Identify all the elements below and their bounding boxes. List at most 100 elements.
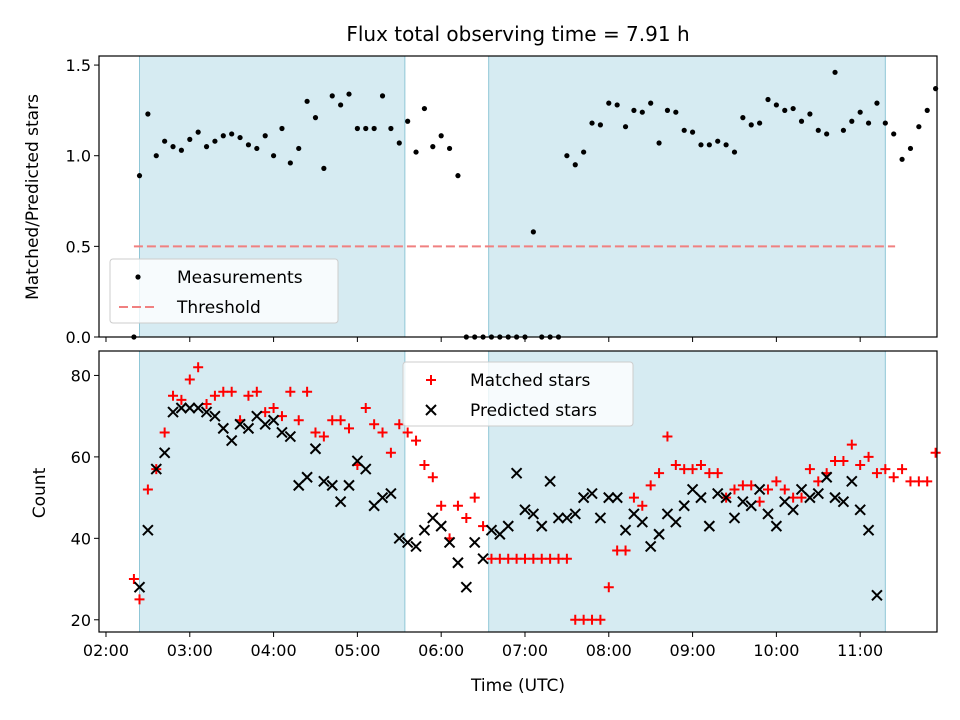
measurement-point <box>338 102 344 108</box>
predicted-star-point <box>192 402 204 414</box>
x-tick-label: 11:00 <box>837 641 883 660</box>
predicted-star-point <box>678 500 690 512</box>
measurement-point <box>430 144 436 150</box>
matched-star-point <box>687 464 698 475</box>
matched-star-point <box>704 468 715 479</box>
predicted-star-point <box>603 491 615 504</box>
measurement-point <box>706 142 712 148</box>
predicted-star-point <box>820 471 833 483</box>
matched-star-point <box>394 419 405 430</box>
measurement-point <box>698 142 704 148</box>
matched-star-point <box>670 460 681 471</box>
matched-star-point <box>930 447 941 458</box>
measurement-point <box>631 107 637 113</box>
measurement-point <box>832 69 838 75</box>
predicted-star-point <box>670 516 682 528</box>
legend-box <box>402 361 634 427</box>
measurement-point <box>924 107 930 113</box>
x-tick-label: 06:00 <box>418 641 464 660</box>
legend-box <box>109 258 339 324</box>
predicted-star-point <box>217 422 230 435</box>
matched-star-point <box>595 614 606 625</box>
predicted-star-point <box>527 508 540 520</box>
matched-star-point <box>654 468 665 479</box>
measurement-point <box>689 129 696 135</box>
predicted-star-point <box>770 520 783 532</box>
top-panel: 0.0 0.5 1.0 1.5 Measurements Threshold <box>66 55 939 347</box>
measurement-point <box>564 153 570 159</box>
predicted-star-point <box>184 402 196 414</box>
matched-star-point <box>737 480 748 491</box>
matched-star-point <box>637 500 648 511</box>
measurement-point <box>840 127 847 133</box>
measurement-point <box>664 107 671 113</box>
matched-star-point <box>570 614 581 625</box>
predicted-star-point <box>150 463 162 475</box>
matched-star-point <box>880 464 891 475</box>
predicted-star-point <box>561 512 573 524</box>
legend-label: Matched stars <box>470 371 590 391</box>
measurement-point <box>178 147 185 153</box>
measurement-point <box>187 136 193 142</box>
predicted-star-point <box>309 443 322 455</box>
measurement-point <box>296 145 302 152</box>
predicted-star-point <box>485 524 498 536</box>
measurement-point <box>388 125 394 132</box>
x-tick-label: 10:00 <box>753 641 799 660</box>
matched-star-point <box>846 439 857 450</box>
matched-star-point <box>369 419 380 430</box>
matched-star-point <box>519 553 530 564</box>
measurement-point <box>170 144 176 150</box>
predicted-star-point <box>812 487 824 500</box>
matched-star-point <box>905 476 916 487</box>
predicted-star-point <box>703 520 716 532</box>
measurement-point <box>614 102 620 108</box>
predicted-star-point <box>167 406 179 418</box>
measurement-point <box>262 133 268 139</box>
measurement-point <box>857 109 863 115</box>
measurement-point <box>572 162 578 168</box>
measurement-point <box>740 115 746 121</box>
legend-marker <box>135 274 141 280</box>
measurement-point <box>212 138 218 144</box>
predicted-star-point <box>435 520 447 532</box>
matched-star-point <box>536 553 547 564</box>
legend-marker <box>425 404 437 416</box>
bottom-ylabel: Count <box>30 467 50 518</box>
predicted-star-point <box>862 524 875 536</box>
matched-star-point <box>913 476 924 487</box>
predicted-star-point <box>519 504 531 516</box>
predicted-star-point <box>611 491 623 504</box>
measurement-point <box>446 145 453 152</box>
predicted-star-point <box>695 491 707 504</box>
matched-star-point <box>503 553 514 564</box>
matched-star-point <box>335 415 346 426</box>
predicted-star-point <box>552 512 565 524</box>
predicted-star-point <box>477 552 489 565</box>
matched-star-point <box>327 415 338 426</box>
matched-star-point <box>771 476 782 487</box>
measurement-point <box>237 134 243 141</box>
measurement-point <box>195 129 201 135</box>
measurement-point <box>656 140 662 146</box>
measurement-point <box>773 102 779 108</box>
predicted-star-point <box>200 406 213 418</box>
measurement-point <box>421 105 428 112</box>
predicted-star-point <box>753 483 766 496</box>
predicted-star-point <box>401 536 414 549</box>
measurement-point <box>455 173 461 179</box>
measurement-point <box>581 149 587 155</box>
measurement-point <box>790 105 796 112</box>
matched-star-point <box>469 492 480 503</box>
measurement-point <box>396 140 402 146</box>
matched-star-point <box>128 574 139 585</box>
predicted-star-point <box>410 540 422 553</box>
y-tick-label: 60 <box>71 448 91 467</box>
measurement-point <box>723 142 729 148</box>
matched-star-point <box>318 431 329 442</box>
matched-star-point <box>377 427 388 438</box>
measurement-point <box>287 160 293 166</box>
predicted-star-point <box>301 471 313 483</box>
predicted-star-point <box>343 479 355 492</box>
